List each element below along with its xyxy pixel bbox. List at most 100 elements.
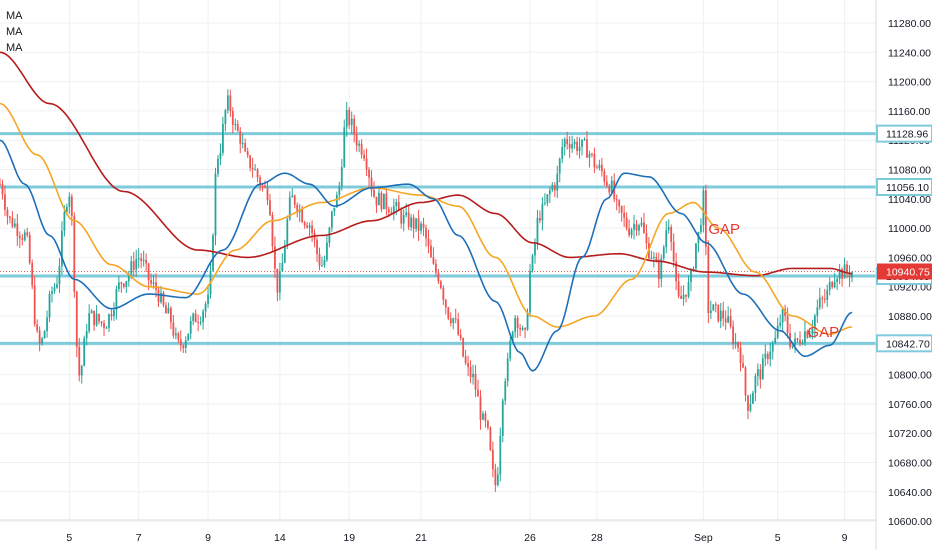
level-price-label: 11056.10 [886,182,929,194]
candle-body [568,144,571,149]
candle-body [546,194,549,203]
y-tick-label: 11280.00 [888,18,931,30]
candle-body [593,154,596,168]
candle-body [303,222,306,226]
candle-body [115,289,118,310]
candle-body [189,321,192,334]
candle-body [135,259,138,270]
candle-body [729,316,732,327]
candle-body [504,381,507,401]
candle-body [80,365,83,376]
y-tick-label: 11000.00 [888,223,931,235]
y-tick-label: 11240.00 [888,47,931,59]
x-axis[interactable]: 5 7 9 14 19 21 26 28 Sep 5 9 [66,532,847,544]
candle-body [754,376,757,393]
candle-body [326,242,328,260]
candle-body [734,342,737,344]
candle-body [591,153,593,155]
candle-body [680,295,683,299]
candle-body [766,353,769,360]
legend-item-ma-1[interactable]: MA [6,10,23,22]
candle-body [46,317,48,331]
candle-body [635,224,638,231]
candle-body [241,143,244,145]
candle-body [343,127,346,168]
candle-body [551,185,554,191]
level-price-label: 10842.70 [886,338,930,350]
candle-body [274,246,276,269]
candle-body [365,158,368,170]
candle-body [846,264,848,273]
y-tick-label: 10640.00 [888,487,932,499]
candle-body [722,310,725,319]
candle-body [573,141,576,145]
candle-body [395,202,398,207]
candle-body [526,312,529,330]
candle-body [774,337,777,344]
candle-body [214,173,217,236]
legend-item-ma-3[interactable]: MA [6,42,23,54]
candle-body [848,272,851,278]
candle-body [90,310,93,314]
candle-body [140,258,143,262]
candle-body [397,202,400,211]
horizontal-levels[interactable] [0,132,876,345]
candle-body [712,304,715,311]
candle-body [412,217,415,229]
candle-body [137,258,140,260]
candle-body [316,239,318,254]
candle-body [571,144,574,149]
candle-body [581,139,583,147]
x-tick-label: 26 [524,532,536,544]
candle-body [387,209,390,213]
candle-body [650,257,653,259]
candle-body [638,225,640,231]
candle-body [236,124,239,131]
candle-body [823,298,826,300]
candle-body [207,294,209,304]
candle-body [655,256,658,262]
indicator-legend: MA MA MA [6,8,23,56]
candle-body [93,310,96,326]
candle-body [239,130,242,144]
candle-body [521,327,524,330]
candle-body [660,258,663,280]
level-price-tag [876,124,932,143]
candle-body [652,256,655,258]
candle-body [98,313,100,322]
legend-item-ma-2[interactable]: MA [6,26,23,38]
candle-body [184,340,187,349]
candle-body [519,328,522,330]
candle-body [781,308,784,323]
current-price-tag [877,263,932,280]
candle-body [717,304,720,322]
candle-body [296,204,299,213]
candle-body [204,303,207,312]
candle-body [704,190,707,247]
candle-body [318,253,321,266]
candle-body [0,184,1,186]
candle-body [167,307,170,314]
candle-body [105,327,108,329]
candle-body [771,343,774,352]
candle-body [226,95,229,111]
candle-body [447,307,450,319]
candle-body [816,307,819,316]
candle-body [234,124,237,126]
candle-body [444,299,447,308]
candle-body [321,265,323,267]
ma-line-orange [0,102,853,336]
candle-body [459,334,462,339]
candle-body [531,255,534,271]
candle-body [70,196,73,216]
candle-body [430,245,432,258]
candle-body [385,193,388,210]
candle-body [561,146,564,159]
candle-body [818,297,821,308]
candle-body [56,284,58,288]
candle-body [801,342,804,344]
candle-body [464,356,467,364]
candle-body [427,238,430,246]
